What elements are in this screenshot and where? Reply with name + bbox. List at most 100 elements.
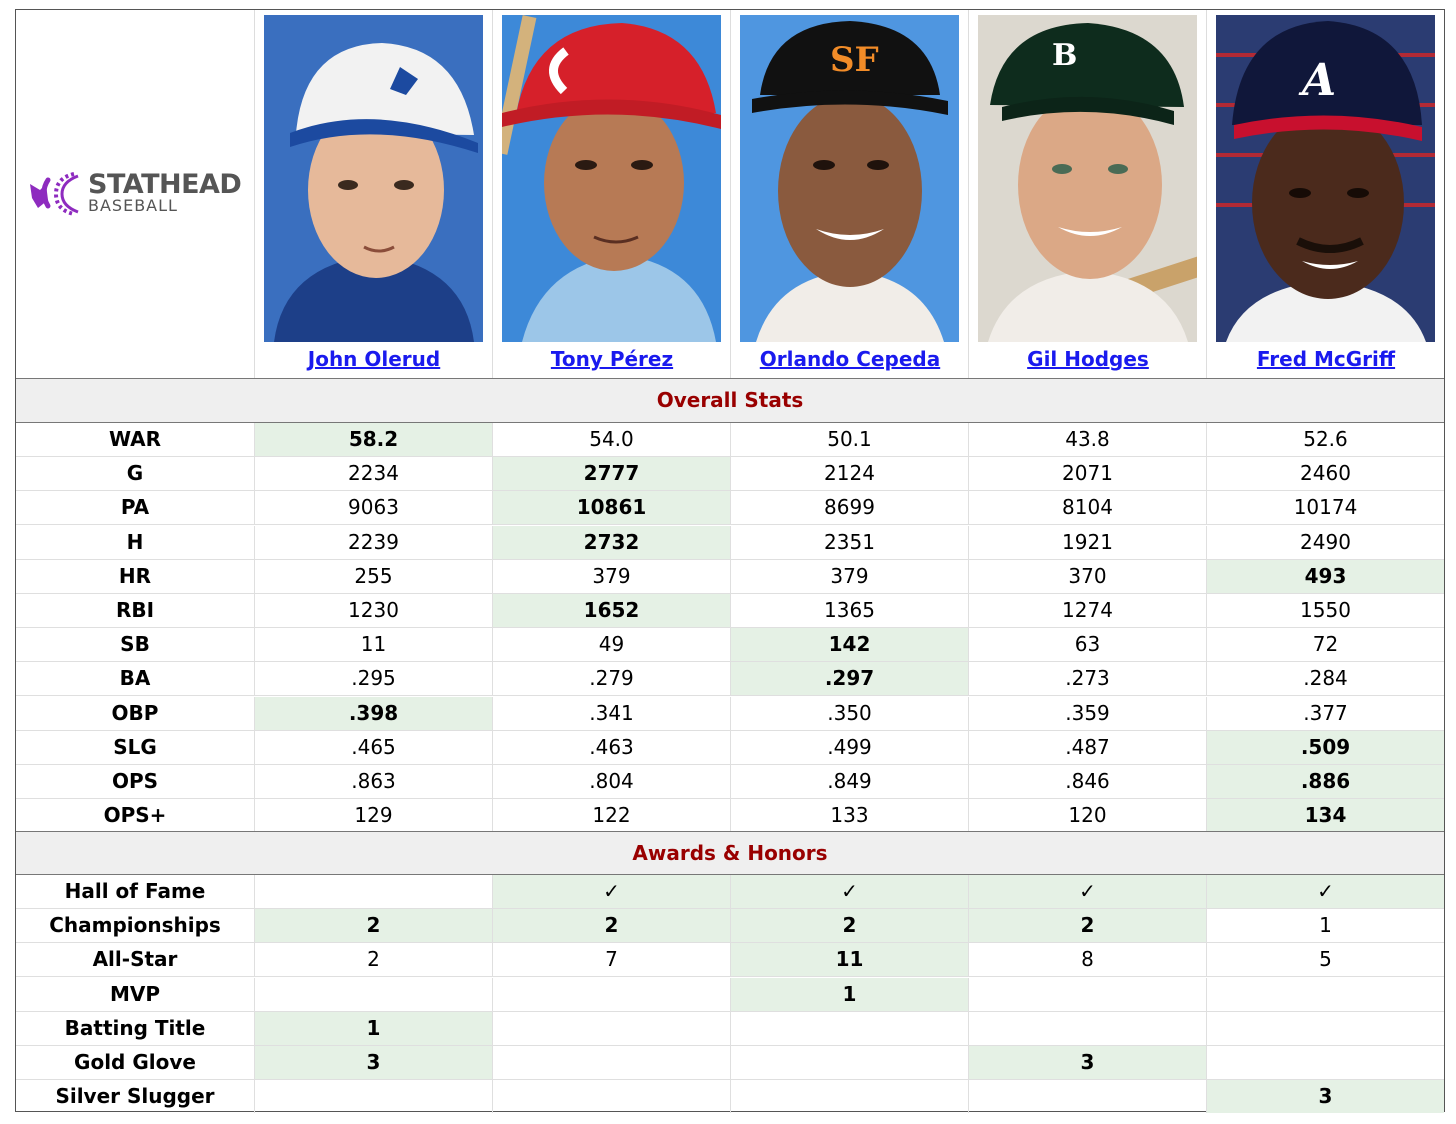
stat-cell: .359 <box>968 696 1206 730</box>
row-label: WAR <box>108 427 162 451</box>
row-label: Gold Glove <box>74 1050 196 1074</box>
logo-wordmark-primary: STATHEAD <box>88 169 242 200</box>
stat-cell: 134 <box>1206 799 1444 833</box>
stat-cell <box>1206 1046 1444 1079</box>
table-row: OBP .398.341.350.359.377 <box>16 696 1444 731</box>
stathead-logo[interactable]: STATHEAD BASEBALL <box>26 170 248 216</box>
table-row: PA 9063 10861 8699 8104 10174 <box>16 491 1444 526</box>
player-card-perez: Tony Pérez <box>492 10 730 378</box>
section-header-overall-stats: Overall Stats <box>16 379 1444 423</box>
stat-cell: ✓ <box>1206 875 1444 908</box>
player-photo[interactable]: A <box>1216 15 1435 342</box>
stat-cell <box>730 1046 968 1079</box>
table-row: Gold Glove 3 3 <box>16 1046 1444 1080</box>
stat-cell: 2 <box>254 943 492 977</box>
player-link[interactable]: Tony Pérez <box>550 347 674 371</box>
svg-text:B: B <box>1052 38 1077 73</box>
stat-cell: .341 <box>492 696 730 730</box>
stat-cell: 43.8 <box>968 423 1206 456</box>
stat-cell: 1230 <box>254 594 492 627</box>
stat-cell: 2732 <box>492 525 730 559</box>
stat-cell <box>730 1080 968 1114</box>
player-name: Fred McGriff <box>1207 347 1445 371</box>
row-label: RBI <box>115 598 155 622</box>
row-label: BA <box>119 666 151 691</box>
stat-cell <box>492 1080 730 1114</box>
stat-cell: 1365 <box>730 594 968 627</box>
player-link[interactable]: Gil Hodges <box>1027 347 1149 371</box>
row-label: All-Star <box>92 947 178 972</box>
stat-cell: 120 <box>968 799 1206 833</box>
table-row: WAR 58.2 54.0 50.1 43.8 52.6 <box>16 423 1444 457</box>
stat-cell: 1550 <box>1206 594 1444 627</box>
table-row: H 2239 2732 2351 1921 2490 <box>16 525 1444 560</box>
svg-text:SF: SF <box>830 40 879 80</box>
stat-cell: .863 <box>254 765 492 798</box>
stat-cell: 52.6 <box>1206 423 1444 456</box>
player-link[interactable]: John Olerud <box>307 347 441 371</box>
player-photo[interactable]: SF <box>740 15 959 342</box>
row-label: Batting Title <box>64 1015 206 1040</box>
player-photo[interactable] <box>502 15 721 342</box>
stat-cell: .487 <box>968 730 1206 764</box>
stat-cell <box>1206 1011 1444 1045</box>
stat-cell: 2 <box>254 909 492 943</box>
stat-cell: .279 <box>492 662 730 696</box>
stat-cell: 2460 <box>1206 457 1444 491</box>
comparison-table: STATHEAD BASEBALL John Olerud <box>15 9 1445 1114</box>
table-row: Silver Slugger 3 <box>16 1080 1444 1114</box>
stat-cell: .350 <box>730 696 968 730</box>
row-label: OPS+ <box>103 803 167 828</box>
section-header-awards: Awards & Honors <box>16 831 1444 875</box>
stat-cell: 493 <box>1206 559 1444 593</box>
stat-cell: 1652 <box>492 594 730 627</box>
stat-cell: .465 <box>254 730 492 764</box>
stat-cell: 2239 <box>254 525 492 559</box>
player-photo[interactable] <box>264 15 483 342</box>
player-card-mcgriff: A Fred McGriff <box>1206 10 1444 378</box>
brand-cell: STATHEAD BASEBALL <box>16 10 254 378</box>
stat-cell: 50.1 <box>730 423 968 456</box>
stat-cell: 2071 <box>968 457 1206 491</box>
row-label: G <box>126 461 144 486</box>
row-label: SLG <box>113 734 157 759</box>
stat-cell: 379 <box>730 559 968 593</box>
player-name: John Olerud <box>255 347 493 371</box>
stat-cell: 11 <box>730 943 968 977</box>
stat-cell: 2777 <box>492 457 730 491</box>
stat-cell: 8104 <box>968 491 1206 525</box>
awards-rows: Hall of Fame ✓ ✓ ✓ ✓ Championships 2 2 2 2 1 All-St… <box>16 875 1444 1114</box>
stat-cell <box>1206 977 1444 1011</box>
stat-cell: 3 <box>254 1046 492 1079</box>
stat-cell: .297 <box>730 662 968 696</box>
stat-cell <box>254 1080 492 1114</box>
stathead-logo-icon <box>30 172 79 216</box>
stat-cell: 9063 <box>254 491 492 525</box>
player-link[interactable]: Orlando Cepeda <box>759 347 941 371</box>
stat-cell: 370 <box>968 559 1206 593</box>
stat-cell: 10174 <box>1206 491 1444 525</box>
player-link[interactable]: Fred McGriff <box>1256 347 1396 371</box>
stat-cell <box>968 1080 1206 1114</box>
stat-cell: .295 <box>254 662 492 696</box>
stat-cell: .398 <box>254 696 492 730</box>
stat-cell: 63 <box>968 628 1206 662</box>
stat-cell: 11 <box>254 628 492 662</box>
stat-cell: .509 <box>1206 730 1444 764</box>
stat-cell: 2234 <box>254 457 492 491</box>
stat-cell: .846 <box>968 765 1206 798</box>
stat-cell: 255 <box>254 559 492 593</box>
stat-cell: ✓ <box>968 875 1206 908</box>
stat-cell: .499 <box>730 730 968 764</box>
player-photo[interactable]: B <box>978 15 1197 342</box>
player-name: Orlando Cepeda <box>731 347 969 371</box>
player-card-cepeda: SF Orlando Cepeda <box>730 10 968 378</box>
stat-cell: 2124 <box>730 457 968 491</box>
stat-cell <box>968 1011 1206 1045</box>
stat-cell <box>254 977 492 1011</box>
stat-cell: 58.2 <box>254 423 492 456</box>
table-row: BA .295.279.297.273.284 <box>16 662 1444 697</box>
stat-cell: 1 <box>1206 909 1444 943</box>
player-name: Gil Hodges <box>969 347 1207 371</box>
stat-cell: .849 <box>730 765 968 798</box>
